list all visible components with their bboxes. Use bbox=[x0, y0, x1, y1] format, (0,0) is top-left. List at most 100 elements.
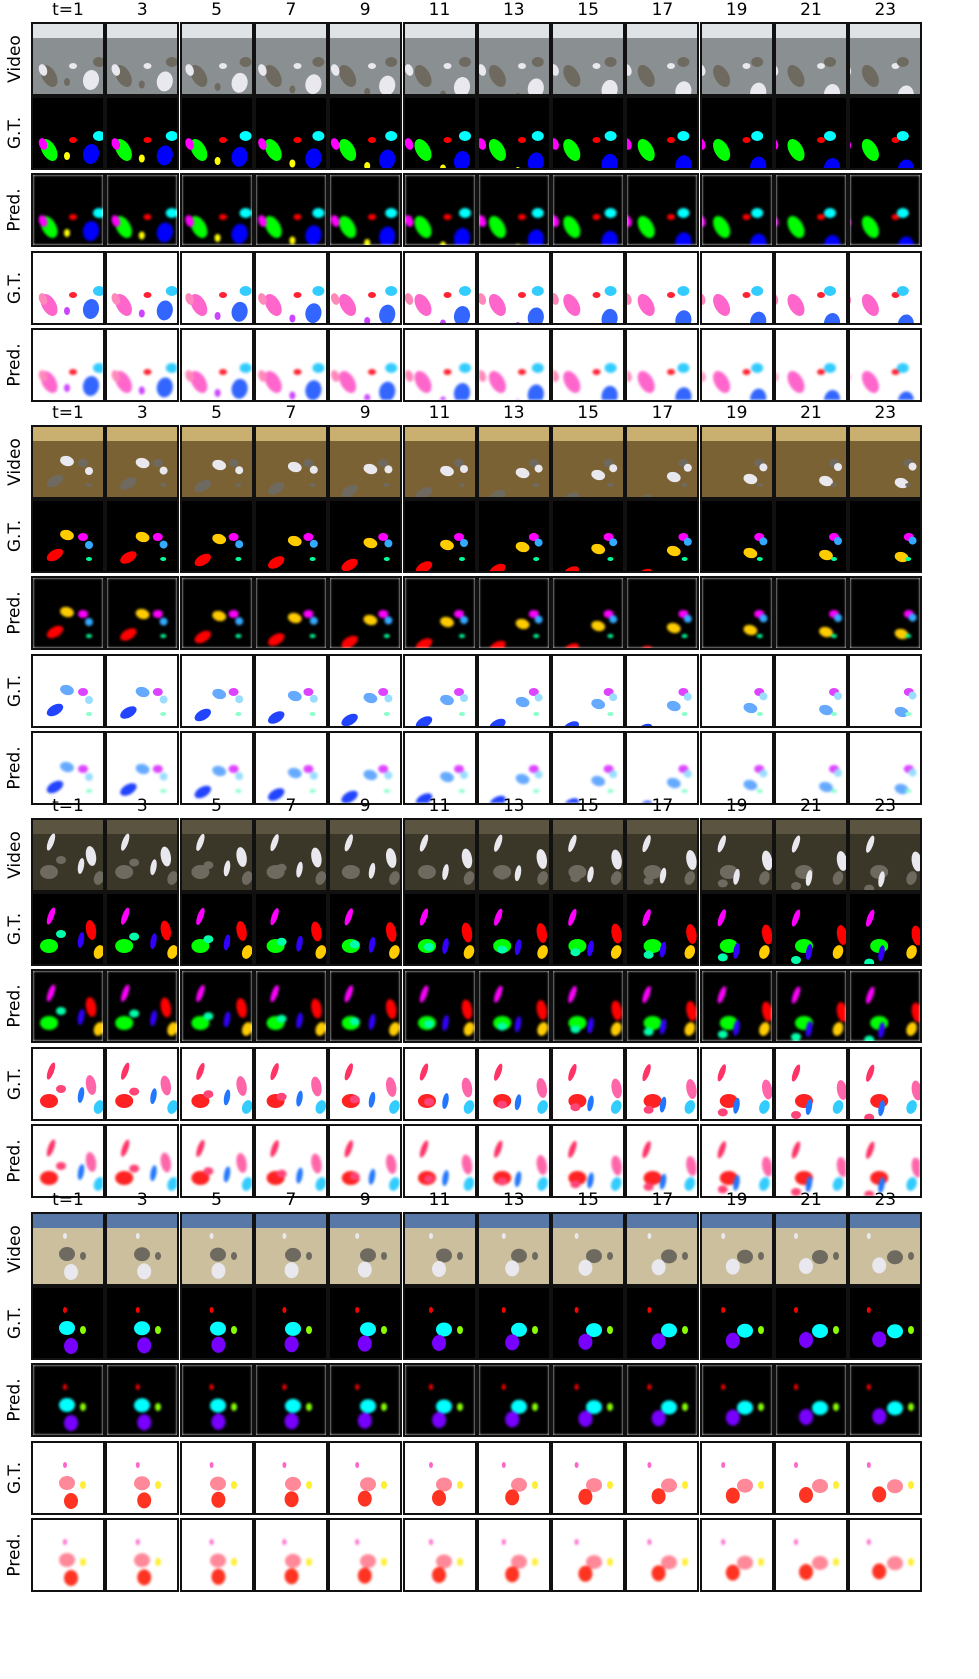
video-frame bbox=[551, 425, 626, 499]
mask-frame bbox=[402, 969, 477, 1043]
time-header: 17 bbox=[651, 0, 674, 20]
mask-frame bbox=[551, 576, 626, 650]
time-header: 7 bbox=[285, 403, 297, 423]
sequence-block-3: t=1 3 5 7 9 11 13 15 17 19 21 23 Video G.T. Pred. G.T. P… bbox=[0, 796, 979, 1206]
flow-frame bbox=[179, 654, 254, 728]
video-frame bbox=[253, 22, 328, 96]
time-header: 3 bbox=[136, 403, 148, 423]
flow-frame bbox=[328, 1047, 403, 1121]
flow-frame bbox=[848, 1441, 923, 1515]
flow-frame bbox=[402, 731, 477, 805]
flow-frame bbox=[402, 1124, 477, 1198]
flow-frame bbox=[774, 1518, 848, 1592]
video-frame bbox=[328, 1212, 403, 1286]
flow-frame bbox=[328, 328, 403, 402]
flow-frame bbox=[625, 1441, 700, 1515]
video-frame bbox=[105, 1212, 180, 1286]
time-header: 17 bbox=[651, 796, 674, 816]
time-header: 13 bbox=[502, 403, 525, 423]
flow-frame bbox=[402, 1518, 477, 1592]
time-header: 5 bbox=[211, 1190, 223, 1210]
mask-frame bbox=[179, 892, 254, 966]
flow-frame bbox=[551, 328, 626, 402]
mask-frame bbox=[253, 1363, 328, 1437]
flow-frame bbox=[179, 1518, 254, 1592]
mask-frame bbox=[476, 173, 551, 247]
mask-frame bbox=[476, 892, 551, 966]
mask-frame bbox=[105, 173, 180, 247]
video-frame bbox=[328, 425, 403, 499]
time-header: 13 bbox=[502, 1190, 525, 1210]
flow-frame bbox=[476, 1047, 551, 1121]
flow-frame bbox=[253, 1441, 328, 1515]
flow-frame bbox=[328, 1441, 403, 1515]
video-frame bbox=[253, 1212, 328, 1286]
flow-frame bbox=[402, 1441, 477, 1515]
time-header: 7 bbox=[285, 0, 297, 20]
flow-frame bbox=[625, 1124, 700, 1198]
flow-frame bbox=[551, 1124, 626, 1198]
flow-frame bbox=[31, 731, 105, 805]
flow-frame bbox=[402, 328, 477, 402]
mask-frame bbox=[253, 499, 328, 573]
mask-frame bbox=[848, 892, 923, 966]
flow-frame bbox=[699, 1047, 774, 1121]
mask-frame bbox=[328, 892, 403, 966]
video-frame bbox=[328, 22, 403, 96]
mask-frame bbox=[179, 499, 254, 573]
sequence-block-1: t=1 3 5 7 9 11 13 15 17 19 21 23 Video G.T. Pred. G.T. P… bbox=[0, 0, 979, 410]
mask-frame bbox=[179, 1363, 254, 1437]
video-frame bbox=[699, 22, 774, 96]
row-label: G.T. bbox=[5, 1306, 26, 1340]
mask-frame bbox=[328, 969, 403, 1043]
mask-frame bbox=[848, 576, 923, 650]
video-frame bbox=[476, 22, 551, 96]
time-header: 17 bbox=[651, 1190, 674, 1210]
flow-frame bbox=[625, 1047, 700, 1121]
flow-frame bbox=[625, 654, 700, 728]
time-header: 21 bbox=[800, 0, 822, 20]
mask-frame bbox=[31, 892, 105, 966]
video-frame bbox=[105, 425, 180, 499]
mask-frame bbox=[848, 1363, 923, 1437]
mask-frame bbox=[402, 576, 477, 650]
flow-frame bbox=[31, 1518, 105, 1592]
video-frame bbox=[402, 818, 477, 892]
mask-frame bbox=[625, 969, 700, 1043]
mask-frame bbox=[253, 892, 328, 966]
mask-frame bbox=[31, 1363, 105, 1437]
flow-frame bbox=[402, 654, 477, 728]
row-label: Video bbox=[5, 831, 26, 879]
time-header: 21 bbox=[800, 1190, 822, 1210]
video-frame bbox=[774, 22, 848, 96]
row-label: G.T. bbox=[5, 519, 26, 553]
mask-frame bbox=[774, 499, 848, 573]
mask-frame bbox=[476, 96, 551, 170]
video-frame bbox=[31, 1212, 105, 1286]
flow-frame bbox=[31, 1124, 105, 1198]
flow-frame bbox=[253, 251, 328, 325]
row-label: G.T. bbox=[5, 116, 26, 150]
mask-frame bbox=[476, 969, 551, 1043]
mask-frame bbox=[848, 173, 923, 247]
mask-frame bbox=[328, 173, 403, 247]
flow-frame bbox=[328, 731, 403, 805]
mask-frame bbox=[848, 969, 923, 1043]
flow-frame bbox=[328, 251, 403, 325]
time-header: t=1 bbox=[52, 403, 84, 423]
mask-frame bbox=[402, 892, 477, 966]
mask-frame bbox=[402, 499, 477, 573]
time-header: 5 bbox=[211, 403, 223, 423]
flow-frame bbox=[551, 1518, 626, 1592]
mask-frame bbox=[699, 96, 774, 170]
flow-frame bbox=[774, 654, 848, 728]
video-frame bbox=[105, 22, 180, 96]
mask-frame bbox=[551, 96, 626, 170]
mask-frame bbox=[774, 173, 848, 247]
mask-frame bbox=[31, 576, 105, 650]
mask-frame bbox=[253, 576, 328, 650]
video-frame bbox=[253, 818, 328, 892]
row-label: Video bbox=[5, 438, 26, 486]
row-label: Pred. bbox=[5, 984, 26, 1028]
flow-frame bbox=[253, 1124, 328, 1198]
